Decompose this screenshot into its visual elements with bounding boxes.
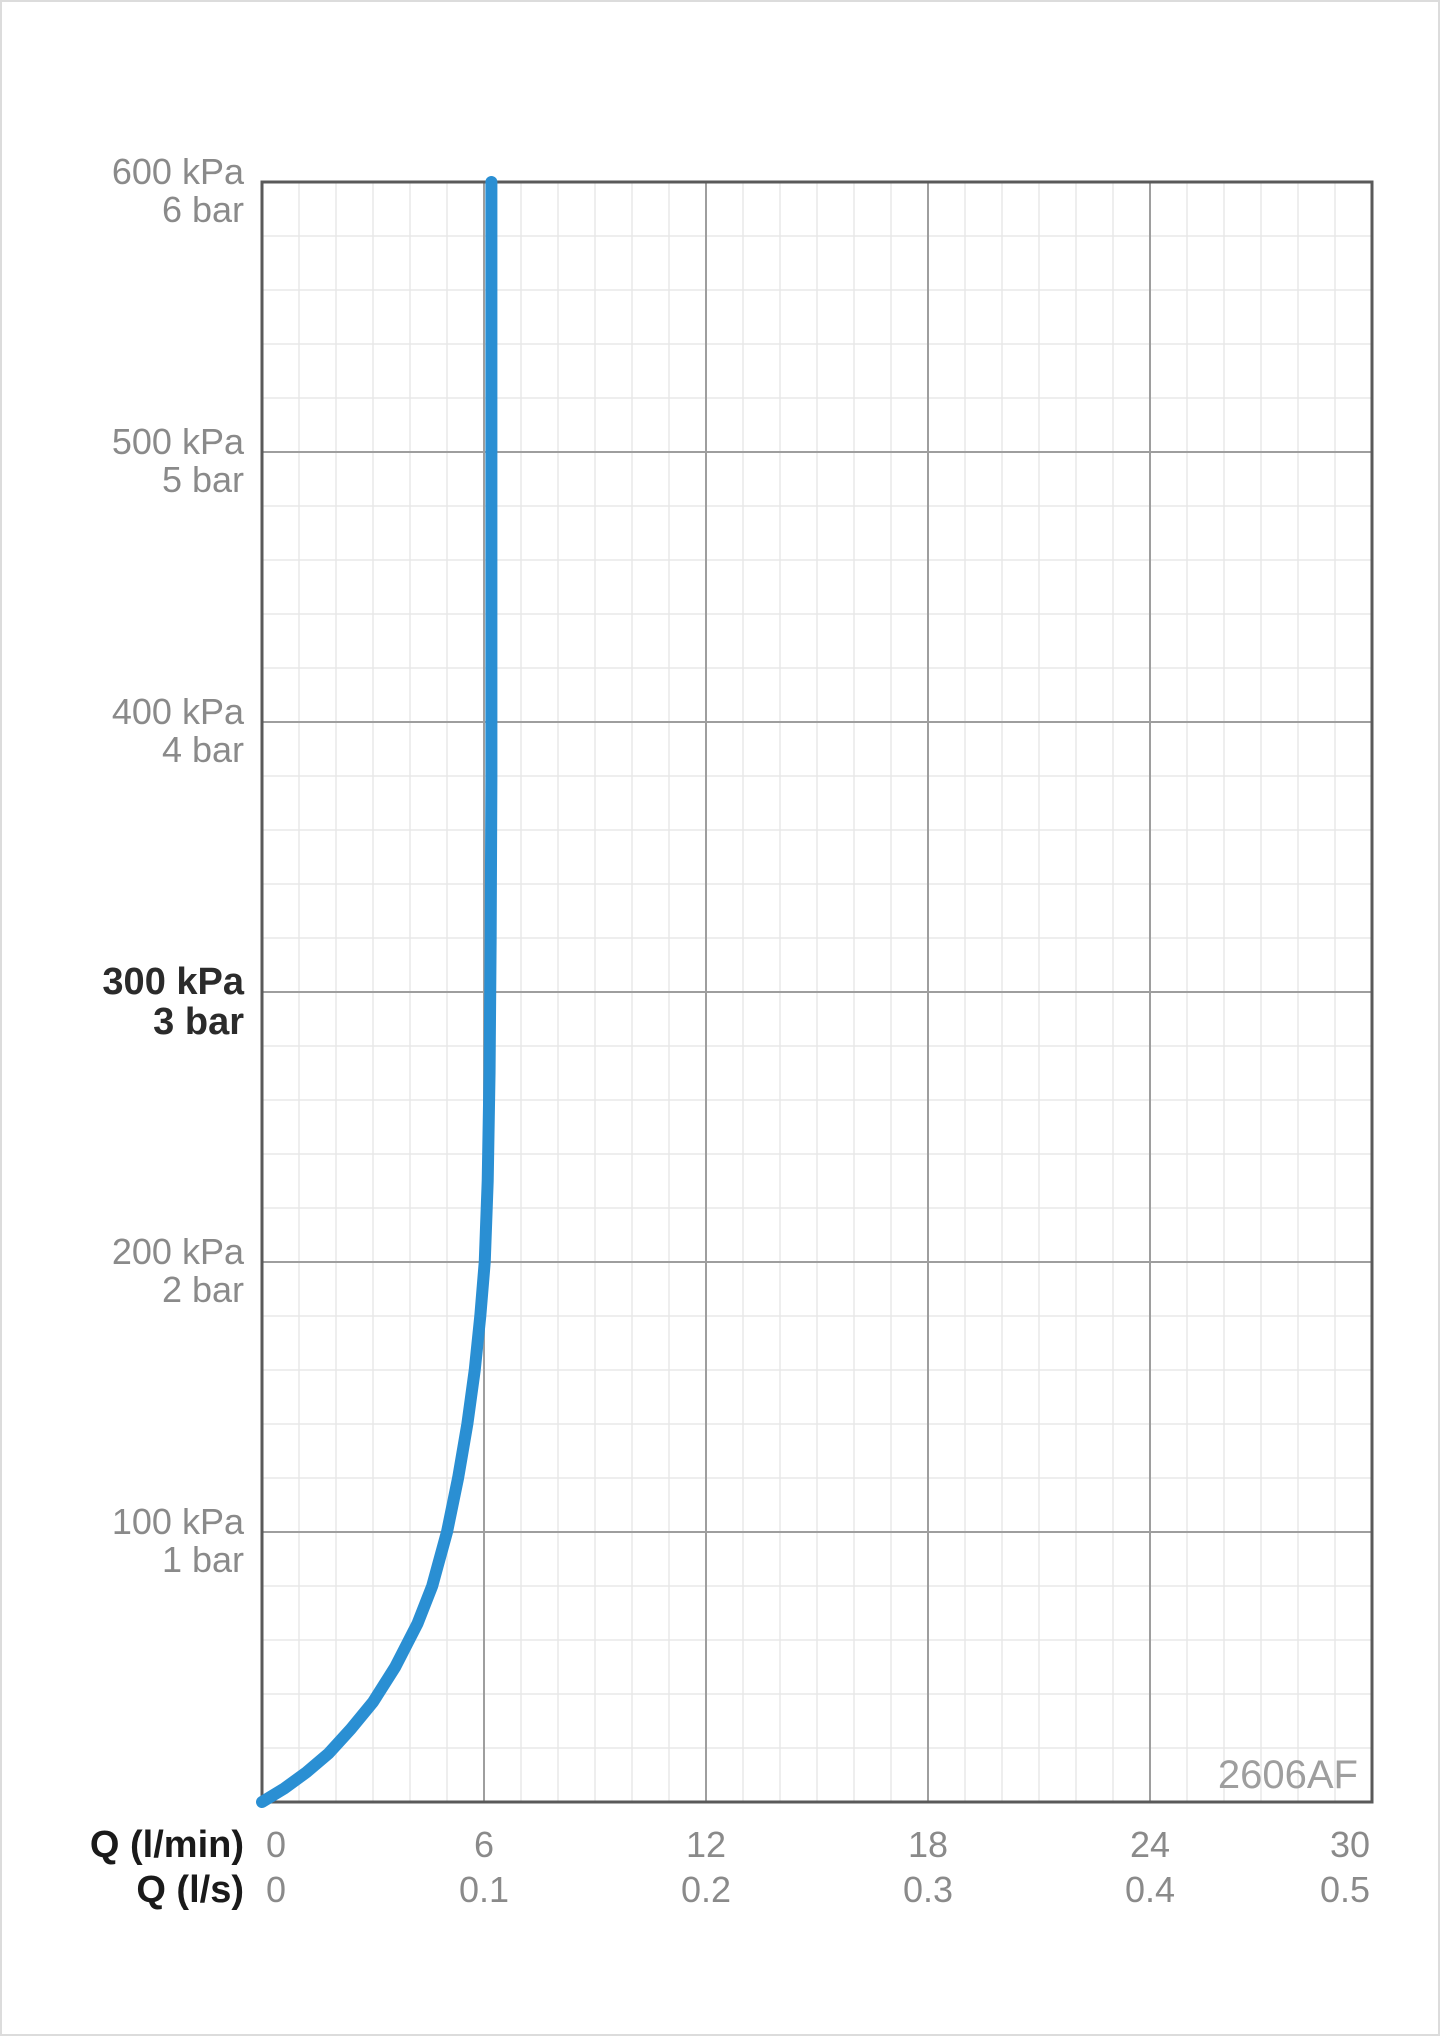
y-tick-bar: 2 bar bbox=[162, 1269, 244, 1310]
x-tick-ls: 0.2 bbox=[681, 1869, 731, 1910]
y-tick-kpa: 300 kPa bbox=[102, 961, 244, 1003]
y-tick-kpa: 100 kPa bbox=[112, 1501, 245, 1542]
x-tick-lmin: 6 bbox=[474, 1824, 494, 1865]
y-tick-bar: 5 bar bbox=[162, 459, 244, 500]
y-tick-kpa: 400 kPa bbox=[112, 691, 245, 732]
x-tick-lmin: 30 bbox=[1330, 1824, 1370, 1865]
x-axis-labels: 00 60.1 120.2 180.3 240.4 300.5 bbox=[266, 1824, 1370, 1910]
x-tick-ls: 0.4 bbox=[1125, 1869, 1175, 1910]
y-tick-bar: 4 bar bbox=[162, 729, 244, 770]
chart-container: 600 kPa6 bar 500 kPa5 bar 400 kPa4 bar 300 … bbox=[0, 0, 1440, 2036]
x-tick-ls: 0.5 bbox=[1320, 1869, 1370, 1910]
x-axis-label-lmin: Q (l/min) bbox=[90, 1824, 244, 1866]
x-tick-ls: 0 bbox=[266, 1869, 286, 1910]
x-tick-lmin: 12 bbox=[686, 1824, 726, 1865]
y-tick-kpa: 200 kPa bbox=[112, 1231, 245, 1272]
x-tick-ls: 0.3 bbox=[903, 1869, 953, 1910]
x-tick-lmin: 0 bbox=[266, 1824, 286, 1865]
x-tick-lmin: 18 bbox=[908, 1824, 948, 1865]
y-tick-kpa: 600 kPa bbox=[112, 151, 245, 192]
chart-code-watermark: 2606AF bbox=[1218, 1753, 1358, 1797]
x-tick-ls: 0.1 bbox=[459, 1869, 509, 1910]
x-tick-lmin: 24 bbox=[1130, 1824, 1170, 1865]
y-axis-labels: 600 kPa6 bar 500 kPa5 bar 400 kPa4 bar 300 … bbox=[102, 151, 245, 1580]
y-tick-bar: 6 bar bbox=[162, 189, 244, 230]
y-tick-bar: 1 bar bbox=[162, 1539, 244, 1580]
x-axis-label-ls: Q (l/s) bbox=[136, 1869, 244, 1911]
y-tick-kpa: 500 kPa bbox=[112, 421, 245, 462]
pressure-flow-chart: 600 kPa6 bar 500 kPa5 bar 400 kPa4 bar 300 … bbox=[2, 2, 1438, 2034]
y-tick-bar: 3 bar bbox=[153, 1001, 244, 1043]
